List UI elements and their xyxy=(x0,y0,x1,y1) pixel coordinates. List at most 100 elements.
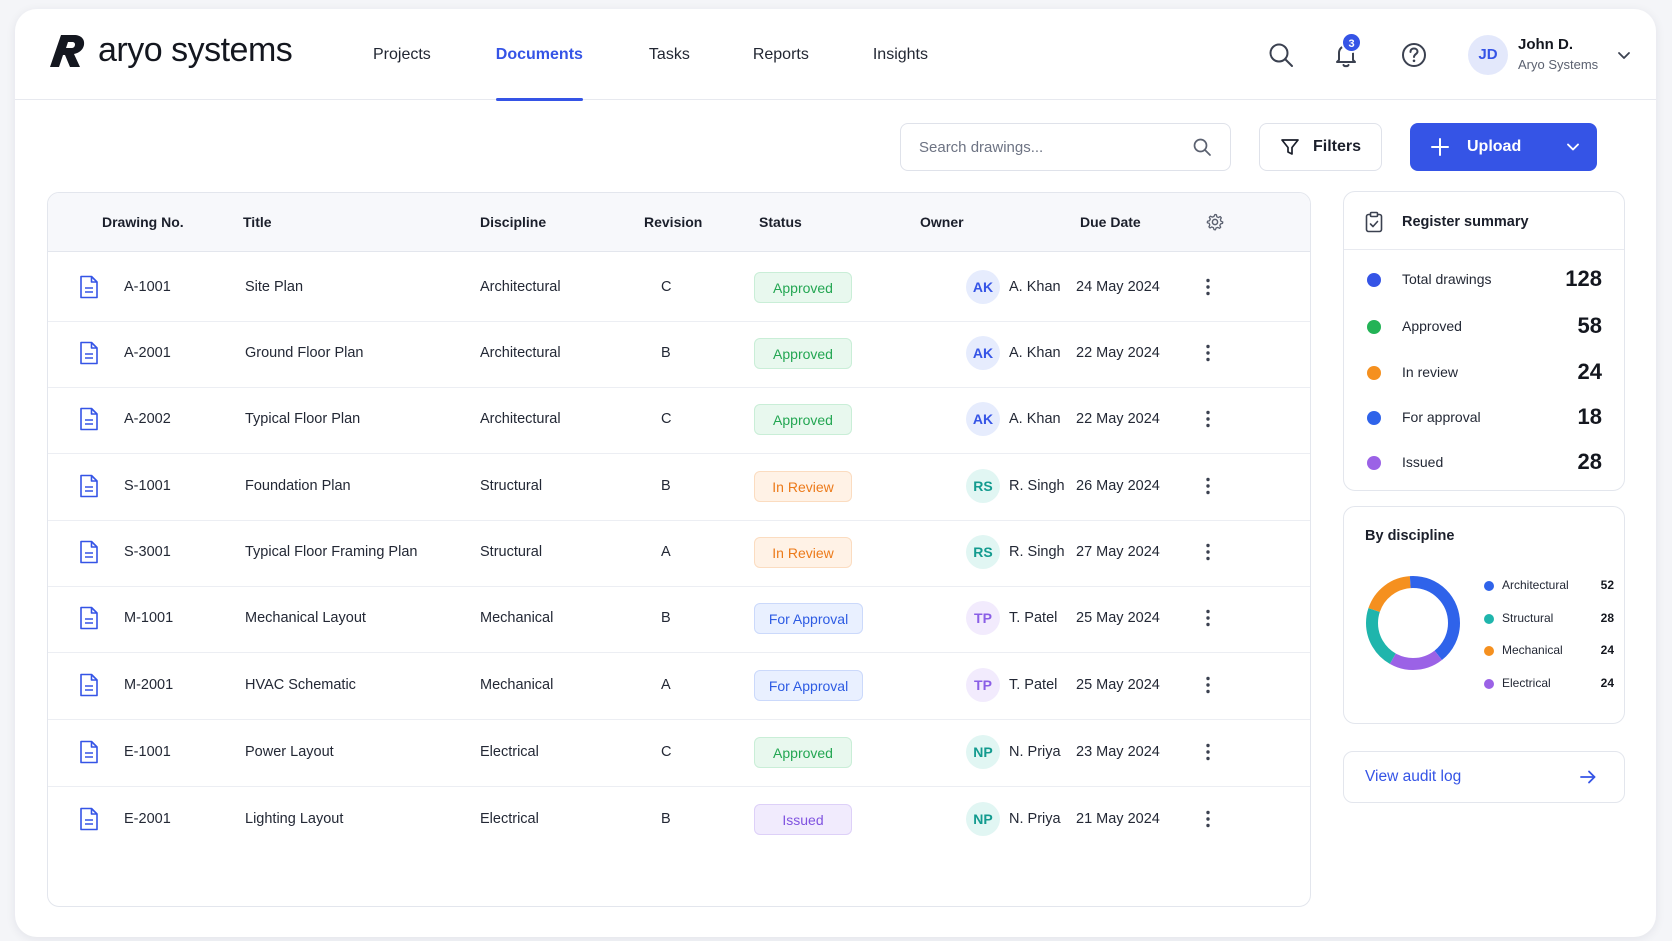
drawing-title: Typical Floor Framing Plan xyxy=(245,544,418,560)
status-badge: Approved xyxy=(754,404,852,435)
drawing-number[interactable]: S-3001 xyxy=(124,544,171,560)
discipline-donut-chart xyxy=(1366,576,1460,670)
plus-icon xyxy=(1431,138,1449,156)
more-options-icon[interactable] xyxy=(1197,342,1219,364)
drawing-number[interactable]: M-1001 xyxy=(124,610,174,626)
owner-name: A. Khan xyxy=(1009,345,1061,361)
owner-name: A. Khan xyxy=(1009,279,1061,295)
more-options-icon[interactable] xyxy=(1197,674,1219,696)
chevron-down-icon[interactable] xyxy=(1565,139,1581,155)
table-row[interactable]: M-2001 HVAC Schematic Mechanical A For Appro… xyxy=(48,650,1310,720)
table-row[interactable]: E-1001 Power Layout Electrical C Approved NP N… xyxy=(48,717,1310,787)
filters-button[interactable]: Filters xyxy=(1259,123,1382,171)
table-row[interactable]: A-1001 Site Plan Architectural C Approved AK A… xyxy=(48,252,1310,322)
col-status[interactable]: Status xyxy=(759,214,802,230)
col-title[interactable]: Title xyxy=(243,214,272,230)
notification-badge: 3 xyxy=(1341,32,1362,53)
more-options-icon[interactable] xyxy=(1197,808,1219,830)
legend-dot xyxy=(1484,646,1494,656)
table-row[interactable]: M-1001 Mechanical Layout Mechanical B For Ap… xyxy=(48,583,1310,653)
search-input[interactable] xyxy=(919,124,1189,170)
owner-avatar: AK xyxy=(966,336,1000,370)
clipboard-icon xyxy=(1365,211,1383,233)
document-icon xyxy=(80,407,98,431)
owner-avatar: RS xyxy=(966,469,1000,503)
col-drawing-no[interactable]: Drawing No. xyxy=(102,214,184,230)
nav-reports[interactable]: Reports xyxy=(752,46,809,63)
drawing-number[interactable]: E-1001 xyxy=(124,744,171,760)
legend-label: Architectural xyxy=(1502,578,1569,592)
drawing-number[interactable]: S-1001 xyxy=(124,478,171,494)
view-audit-log-button[interactable]: View audit log xyxy=(1343,751,1625,803)
drawing-number[interactable]: E-2001 xyxy=(124,811,171,827)
due-date: 24 May 2024 xyxy=(1076,279,1160,295)
more-options-icon[interactable] xyxy=(1197,741,1219,763)
legend-value: 24 xyxy=(1600,676,1614,690)
nav-insights[interactable]: Insights xyxy=(872,46,928,63)
col-discipline[interactable]: Discipline xyxy=(480,214,547,230)
more-options-icon[interactable] xyxy=(1197,276,1219,298)
search-icon[interactable] xyxy=(1192,137,1212,157)
legend-label: Electrical xyxy=(1502,676,1551,690)
table-row[interactable]: A-2002 Typical Floor Plan Architectural C Ap… xyxy=(48,384,1310,454)
owner-avatar: RS xyxy=(966,535,1000,569)
summary-value: 128 xyxy=(1565,266,1602,291)
due-date: 25 May 2024 xyxy=(1076,677,1160,693)
owner-name: N. Priya xyxy=(1009,744,1061,760)
drawings-table: Drawing No. Title Discipline Revision St… xyxy=(47,192,1311,907)
more-options-icon[interactable] xyxy=(1197,475,1219,497)
nav-documents[interactable]: Documents xyxy=(495,9,584,101)
top-header: aryo systems Projects Documents Tasks Re… xyxy=(15,9,1656,101)
brand[interactable]: aryo systems xyxy=(47,31,293,70)
nav-projects[interactable]: Projects xyxy=(373,46,431,63)
chevron-down-icon[interactable] xyxy=(1616,47,1632,63)
upload-button[interactable]: Upload xyxy=(1410,123,1597,171)
owner-name: A. Khan xyxy=(1009,411,1061,427)
table-row[interactable]: A-2001 Ground Floor Plan Architectural B App… xyxy=(48,318,1310,388)
summary-value: 24 xyxy=(1577,359,1602,384)
owner-avatar: NP xyxy=(966,802,1000,836)
drawing-number[interactable]: A-2001 xyxy=(124,345,171,361)
drawing-title: Mechanical Layout xyxy=(245,610,366,626)
drawing-title: Typical Floor Plan xyxy=(245,411,361,427)
legend-label: Structural xyxy=(1502,611,1554,625)
owner-avatar: AK xyxy=(966,402,1000,436)
drawing-revision: C xyxy=(661,411,672,427)
table-row[interactable]: E-2001 Lighting Layout Electrical B Issued NP… xyxy=(48,784,1310,854)
help-icon[interactable] xyxy=(1400,41,1428,69)
col-due-date[interactable]: Due Date xyxy=(1080,214,1141,230)
summary-item-in-review: In review 24 xyxy=(1344,358,1624,388)
owner-name: N. Priya xyxy=(1009,811,1061,827)
donut-slice-structural xyxy=(1366,576,1460,670)
status-dot xyxy=(1367,456,1381,470)
drawing-number[interactable]: A-1001 xyxy=(124,279,171,295)
nav-tasks[interactable]: Tasks xyxy=(648,46,690,63)
col-owner[interactable]: Owner xyxy=(920,214,964,230)
due-date: 22 May 2024 xyxy=(1076,411,1160,427)
drawing-revision: C xyxy=(661,279,672,295)
aryo-logo-icon xyxy=(50,34,85,67)
user-avatar[interactable]: JD xyxy=(1468,35,1508,75)
drawing-discipline: Electrical xyxy=(480,744,539,760)
audit-log-label: View audit log xyxy=(1365,768,1462,785)
more-options-icon[interactable] xyxy=(1197,541,1219,563)
more-options-icon[interactable] xyxy=(1197,408,1219,430)
table-row[interactable]: S-3001 Typical Floor Framing Plan Structur… xyxy=(48,517,1310,587)
drawing-discipline: Structural xyxy=(480,544,543,560)
legend-dot xyxy=(1484,581,1494,591)
more-options-icon[interactable] xyxy=(1197,607,1219,629)
donut-slice-architectural xyxy=(1366,576,1460,670)
drawing-title: Ground Floor Plan xyxy=(245,345,364,361)
table-row[interactable]: S-1001 Foundation Plan Structural B In Revie… xyxy=(48,451,1310,521)
summary-label: Approved xyxy=(1402,318,1462,334)
due-date: 22 May 2024 xyxy=(1076,345,1160,361)
search-icon[interactable] xyxy=(1267,41,1295,69)
col-revision[interactable]: Revision xyxy=(644,214,703,230)
owner-name: T. Patel xyxy=(1009,610,1058,626)
summary-item-for-approval: For approval 18 xyxy=(1344,403,1624,433)
owner-name: R. Singh xyxy=(1009,478,1065,494)
owner-avatar: NP xyxy=(966,735,1000,769)
drawing-number[interactable]: A-2002 xyxy=(124,411,171,427)
gear-icon[interactable] xyxy=(1206,213,1224,231)
drawing-number[interactable]: M-2001 xyxy=(124,677,174,693)
